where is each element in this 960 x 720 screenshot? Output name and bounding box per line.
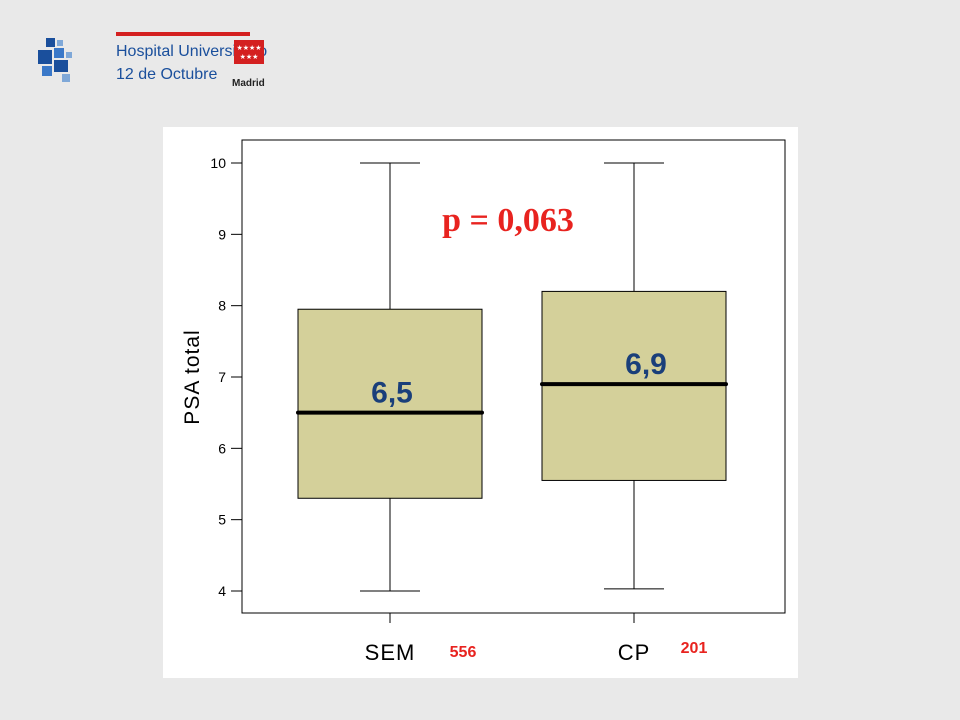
y-tick-label: 5	[218, 512, 226, 528]
y-tick-label: 7	[218, 369, 226, 385]
y-tick-label: 4	[218, 583, 226, 599]
y-tick-label: 10	[210, 155, 226, 171]
madrid-flag-icon: ★★★★ ★★★	[234, 40, 264, 64]
y-axis-label: PSA total	[181, 329, 204, 424]
sample-size-label: 556	[450, 644, 477, 661]
median-label: 6,5	[371, 377, 413, 410]
box-cp: 6,9 201	[540, 162, 728, 657]
p-value-annotation: p = 0,063	[442, 202, 574, 239]
box-sem: 6,5 556	[296, 162, 484, 661]
x-category-label: SEM	[365, 640, 416, 665]
svg-text:★★★★: ★★★★	[236, 44, 261, 52]
hospital-emblem-icon	[38, 38, 72, 82]
y-tick-label: 9	[218, 226, 226, 242]
svg-text:★★★: ★★★	[240, 53, 259, 61]
logo-title-line1: Hospital Universitario	[116, 43, 268, 60]
median-label: 6,9	[625, 348, 667, 381]
iqr-box	[297, 308, 483, 499]
chart-panel: 4 5 6 7 8 9 10 SEM CP 6,5 556 6,9 201 PSA total p …	[163, 127, 798, 678]
x-category-label: CP	[618, 640, 651, 665]
logo-red-bar	[116, 32, 250, 36]
x-axis: SEM CP	[365, 613, 651, 665]
y-tick-label: 6	[218, 440, 226, 456]
region-label: Madrid	[232, 78, 265, 89]
sample-size-label: 201	[681, 640, 708, 657]
box-series: 6,5 556 6,9 201	[296, 162, 728, 661]
hospital-logo: Hospital Universitario 12 de Octubre ★★★…	[36, 30, 276, 92]
y-tick-label: 8	[218, 298, 226, 314]
psa-boxplot-chart: 4 5 6 7 8 9 10 SEM CP 6,5 556 6,9 201 PSA total p …	[181, 139, 786, 665]
y-axis: 4 5 6 7 8 9 10	[210, 155, 242, 599]
logo-title-line2: 12 de Octubre	[116, 66, 218, 83]
